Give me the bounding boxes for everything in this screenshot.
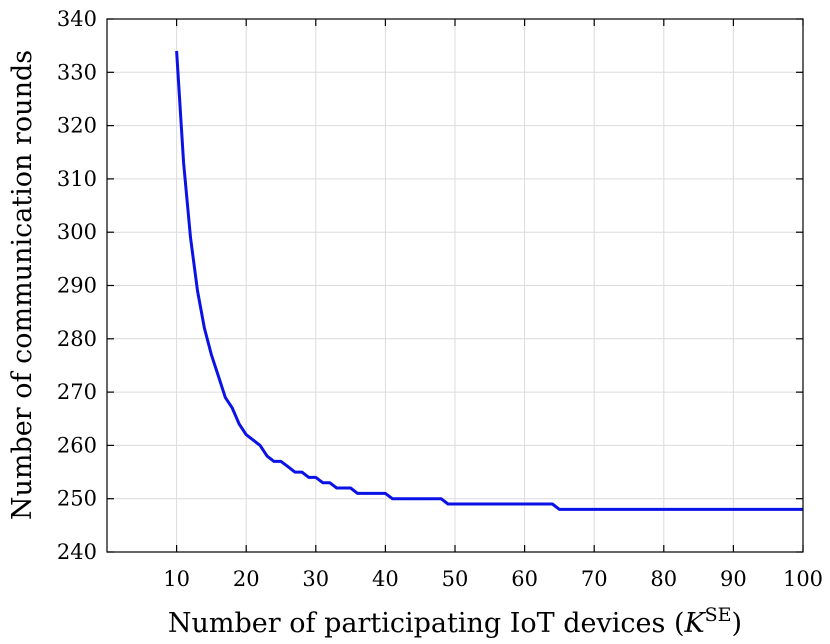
grid-lines — [107, 19, 803, 552]
y-axis-title: Number of communication rounds — [7, 50, 38, 520]
x-tick-label: 70 — [581, 567, 608, 591]
x-axis-title-close: ) — [732, 608, 743, 639]
series-line — [175, 50, 803, 511]
y-tick-label: 310 — [57, 167, 97, 191]
series-layer — [175, 50, 803, 511]
y-tick-labels: 240 250 260 270 280 290 300 310 320 330 340 — [57, 7, 97, 564]
x-tick-label: 80 — [650, 567, 677, 591]
y-tick-label: 280 — [57, 327, 97, 351]
y-tick-label: 240 — [57, 540, 97, 564]
y-tick-label: 320 — [57, 114, 97, 138]
x-tick-label: 90 — [720, 567, 747, 591]
x-tick-label: 30 — [302, 567, 329, 591]
x-tick-label: 50 — [442, 567, 469, 591]
x-tick-label: 100 — [783, 567, 823, 591]
y-tick-label: 340 — [57, 7, 97, 31]
x-tick-label: 60 — [511, 567, 538, 591]
x-axis-title-text: Number of participating IoT devices ( — [168, 608, 685, 639]
tick-marks — [107, 18, 804, 553]
x-tick-label: 10 — [163, 567, 190, 591]
x-tick-labels: 10 20 30 40 50 60 70 80 90 100 — [163, 567, 823, 591]
y-tick-label: 300 — [57, 220, 97, 244]
y-tick-label: 330 — [57, 60, 97, 84]
x-tick-label: 20 — [233, 567, 260, 591]
x-axis-title-symbol: K — [683, 608, 706, 639]
x-axis-title: Number of participating IoT devices (KSE… — [168, 604, 742, 639]
y-tick-label: 290 — [57, 274, 97, 298]
y-tick-label: 250 — [57, 487, 97, 511]
y-tick-label: 270 — [57, 380, 97, 404]
y-tick-label: 260 — [57, 433, 97, 457]
x-axis-title-superscript: SE — [705, 604, 732, 626]
x-tick-label: 40 — [372, 567, 399, 591]
